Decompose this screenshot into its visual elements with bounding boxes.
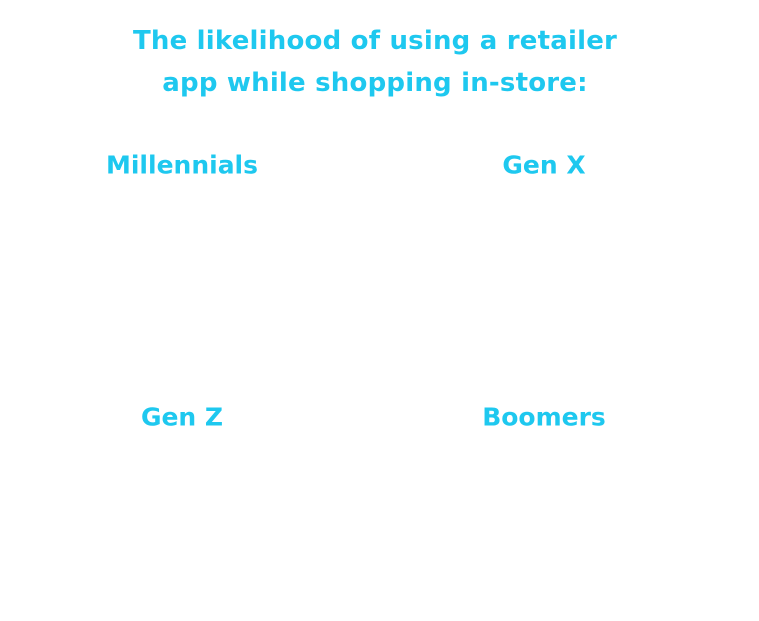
group-label: Gen Z [140, 402, 224, 432]
title-line: The likelihood of using a retailer [132, 26, 618, 56]
group-label: Boomers [482, 402, 606, 432]
title-line: app while shopping in-store: [162, 68, 588, 98]
group-label: Gen X [502, 150, 586, 180]
group-label: Millennials [105, 150, 259, 180]
